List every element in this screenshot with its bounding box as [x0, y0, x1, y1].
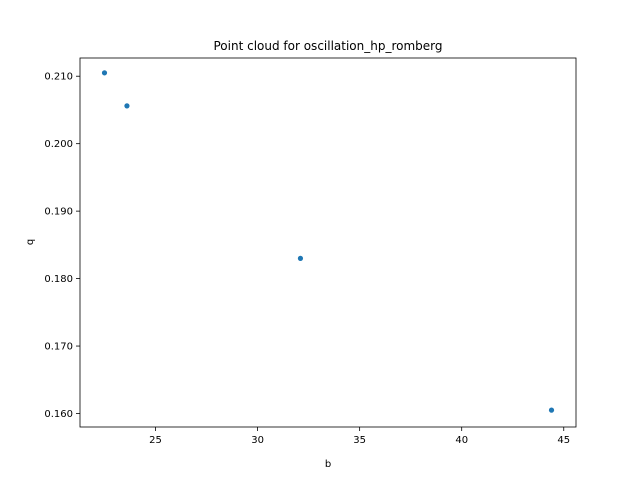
data-point-3 — [548, 407, 555, 413]
data-point-1 — [124, 103, 130, 109]
x-tick-label-3: 40 — [455, 435, 468, 446]
x-axis-ticks: 25 30 35 40 45 — [149, 427, 570, 446]
y-tick-label-1: 0.170 — [44, 342, 73, 353]
y-axis-ticks: 0.160 0.170 0.180 0.190 0.200 0.210 — [44, 72, 80, 420]
chart-title: Point cloud for oscillation_hp_romberg — [213, 39, 442, 53]
x-tick-label-1: 30 — [251, 435, 264, 446]
plot-frame — [79, 57, 577, 428]
y-tick-label-5: 0.210 — [44, 72, 73, 83]
data-point-0 — [101, 70, 108, 76]
y-axis-label: q — [25, 239, 36, 245]
x-tick-label-0: 25 — [149, 435, 162, 446]
y-tick-label-4: 0.200 — [44, 139, 73, 150]
x-axis-label: b — [325, 459, 331, 470]
x-tick-label-4: 45 — [557, 435, 570, 446]
y-tick-label-2: 0.180 — [44, 274, 73, 285]
y-tick-label-3: 0.190 — [44, 207, 73, 218]
plot-area — [80, 58, 576, 427]
x-tick-label-2: 35 — [353, 435, 366, 446]
y-tick-label-0: 0.160 — [44, 409, 73, 420]
points-layer — [101, 70, 555, 413]
data-point-2 — [297, 255, 304, 261]
